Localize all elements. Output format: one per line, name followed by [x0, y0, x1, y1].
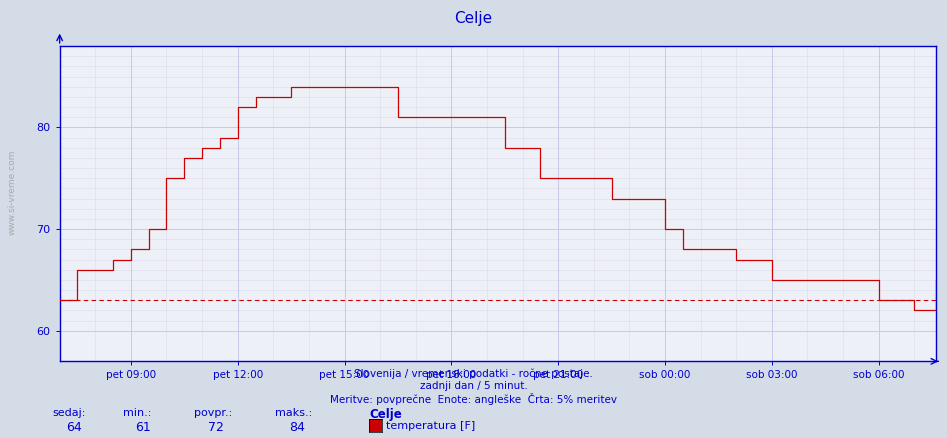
- Text: Meritve: povprečne  Enote: angleške  Črta: 5% meritev: Meritve: povprečne Enote: angleške Črta:…: [330, 393, 617, 405]
- Text: Celje: Celje: [369, 408, 402, 421]
- Text: 64: 64: [66, 421, 82, 434]
- Text: min.:: min.:: [123, 408, 152, 418]
- Text: sedaj:: sedaj:: [52, 408, 85, 418]
- Text: Celje: Celje: [455, 11, 492, 26]
- Text: zadnji dan / 5 minut.: zadnji dan / 5 minut.: [420, 381, 527, 391]
- Text: 72: 72: [208, 421, 224, 434]
- Text: www.si-vreme.com: www.si-vreme.com: [8, 150, 17, 235]
- Text: temperatura [F]: temperatura [F]: [386, 421, 475, 431]
- Text: povpr.:: povpr.:: [194, 408, 232, 418]
- Text: 61: 61: [135, 421, 152, 434]
- Text: 84: 84: [289, 421, 305, 434]
- Text: Slovenija / vremenski podatki - ročne postaje.: Slovenija / vremenski podatki - ročne po…: [354, 369, 593, 379]
- Text: maks.:: maks.:: [275, 408, 312, 418]
